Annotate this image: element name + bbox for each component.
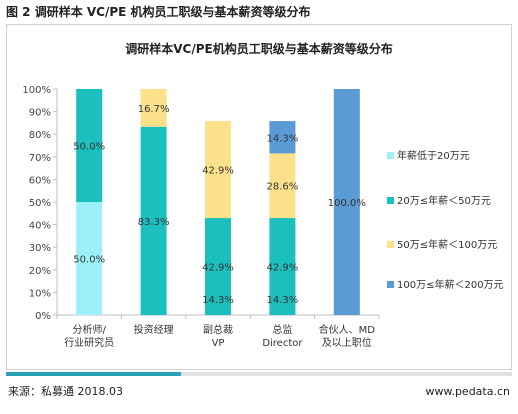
category-label: VP	[212, 338, 225, 349]
category-label: 及以上职位	[322, 336, 372, 349]
bar-segment	[269, 153, 296, 219]
data-label: 42.9%	[202, 263, 234, 274]
category-label: 投资经理	[134, 323, 174, 336]
chart-frame: 调研样本VC/PE机构员工职级与基本薪资等级分布 0% 10% 20% 30% 40% 5…	[6, 24, 512, 370]
stacked-bar-chart: 调研样本VC/PE机构员工职级与基本薪资等级分布 0% 10% 20% 30% 40% 5…	[22, 41, 504, 349]
y-tick-label: 80%	[29, 130, 51, 141]
data-label: 14.3%	[267, 133, 299, 144]
data-label: 100.0%	[328, 198, 366, 209]
bar-segment	[333, 89, 360, 315]
data-label: 14.3%	[202, 295, 234, 306]
data-label: 42.9%	[202, 166, 234, 177]
legend-label: 100万≤年薪＜200万元	[397, 278, 504, 291]
data-label: 50.0%	[73, 142, 105, 153]
bar-segment	[76, 202, 103, 315]
bar-segment	[269, 121, 296, 154]
website-link[interactable]: www.pedata.cn	[425, 385, 510, 398]
category-label: 行业研究员	[64, 336, 114, 349]
bar-segment	[205, 121, 231, 219]
y-tick-label: 60%	[29, 175, 51, 186]
category-label: 分析师/	[73, 323, 107, 336]
data-label: 42.9%	[267, 263, 299, 274]
y-tick-label: 0%	[35, 311, 51, 322]
y-tick-label: 90%	[29, 108, 51, 119]
bottom-divider	[6, 372, 512, 376]
bar-segment	[140, 89, 167, 127]
chart-title: 调研样本VC/PE机构员工职级与基本薪资等级分布	[125, 41, 392, 56]
category-label: 副总裁	[203, 323, 233, 336]
y-tick-label: 40%	[29, 221, 51, 232]
bar-segment	[269, 218, 296, 315]
bar-segment	[76, 89, 103, 202]
legend-label: 20万≤年薪＜50万元	[397, 194, 491, 207]
data-label: 16.7%	[138, 104, 170, 115]
data-label: 83.3%	[138, 217, 170, 228]
category-label: 总监	[272, 323, 292, 336]
legend-swatch	[387, 281, 394, 288]
data-label: 50.0%	[73, 255, 105, 266]
legend-label: 年薪低于20万元	[397, 149, 470, 162]
source-note: 来源：私募通 2018.03	[8, 385, 123, 398]
category-label: 合伙人、MD	[319, 323, 376, 336]
legend-swatch	[387, 197, 394, 204]
data-label: 14.3%	[267, 295, 299, 306]
bottom-divider-accent	[6, 372, 181, 376]
bar-segment	[205, 218, 231, 315]
y-tick-label: 70%	[29, 153, 51, 164]
y-tick-label: 50%	[29, 198, 51, 209]
legend-swatch	[387, 152, 394, 159]
y-tick-label: 100%	[22, 85, 51, 96]
y-tick-label: 20%	[29, 266, 51, 277]
legend-swatch	[387, 241, 394, 248]
y-tick-label: 30%	[29, 243, 51, 254]
legend-label: 50万≤年薪＜100万元	[397, 238, 497, 251]
y-tick-label: 10%	[29, 288, 51, 299]
data-label: 28.6%	[267, 182, 299, 193]
bar-segment	[140, 126, 167, 315]
figure-caption: 图 2 调研样本 VC/PE 机构员工职级与基本薪资等级分布	[6, 5, 311, 19]
category-label: Director	[262, 338, 303, 349]
legend: 年薪低于20万元 20万≤年薪＜50万元 50万≤年薪＜100万元 100万≤年薪＜2…	[387, 149, 504, 291]
plot-area: 0% 10% 20% 30% 40% 50% 60% 70% 80% 90% 100% 50.0% 50…	[22, 85, 380, 349]
